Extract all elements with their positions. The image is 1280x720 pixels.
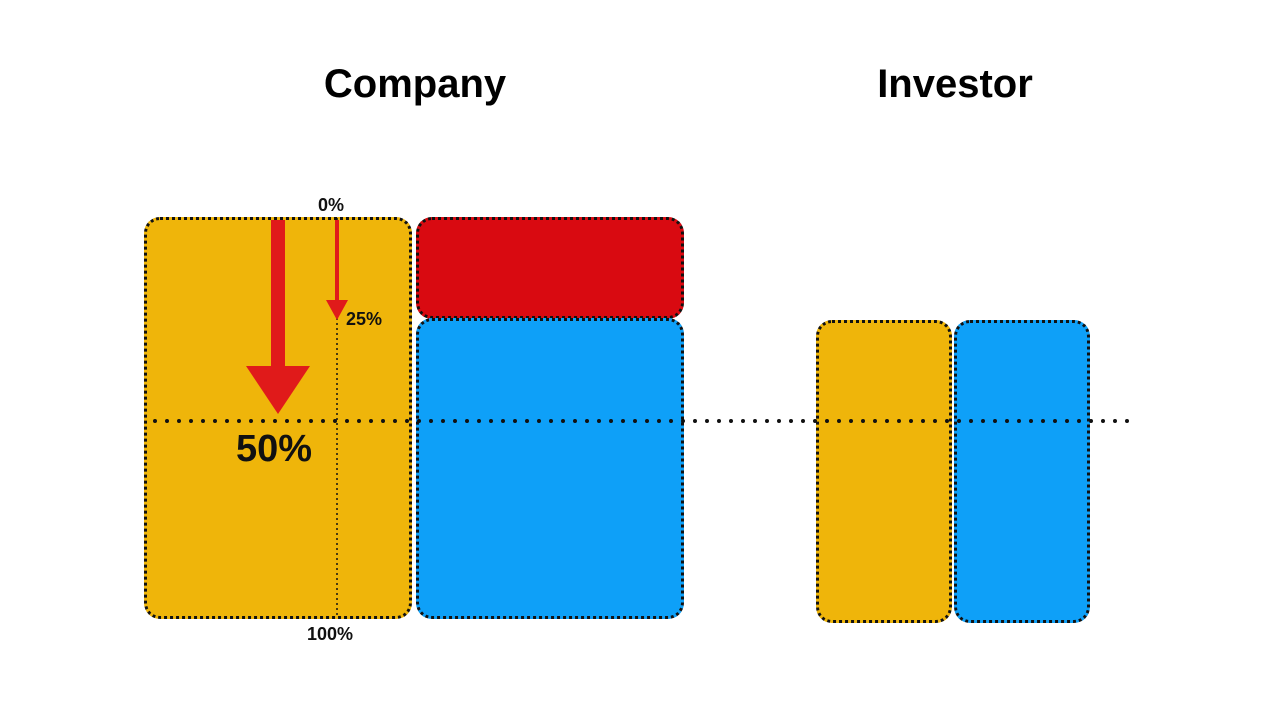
- investor-title: Investor: [877, 62, 1033, 106]
- label-50-percent: 50%: [236, 428, 313, 470]
- big-arrow-shaft: [271, 220, 285, 368]
- company-red-block: [416, 217, 684, 319]
- label-25-percent: 25%: [346, 309, 383, 329]
- big-arrow-head: [246, 366, 310, 414]
- company-blue-block: [416, 318, 684, 619]
- company-title: Company: [323, 62, 507, 106]
- investor-yellow-block: [816, 320, 952, 623]
- label-100-percent: 100%: [307, 624, 354, 644]
- small-arrow-head: [326, 300, 348, 320]
- label-zero-percent: 0%: [318, 195, 345, 215]
- investor-blue-block: [954, 320, 1090, 623]
